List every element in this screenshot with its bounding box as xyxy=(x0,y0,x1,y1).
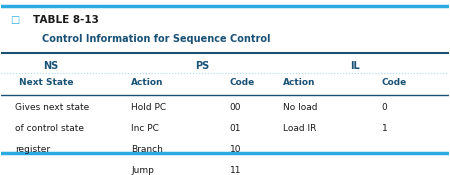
Text: Action: Action xyxy=(131,78,164,87)
Text: Hold PC: Hold PC xyxy=(131,103,166,112)
Text: 0: 0 xyxy=(382,103,387,112)
Text: Code: Code xyxy=(382,78,407,87)
Text: NS: NS xyxy=(43,61,58,71)
Text: 10: 10 xyxy=(230,145,241,154)
Text: Code: Code xyxy=(230,78,255,87)
Text: Load IR: Load IR xyxy=(283,124,316,133)
Text: 1: 1 xyxy=(382,124,387,133)
Text: Branch: Branch xyxy=(131,145,163,154)
Text: register: register xyxy=(15,145,50,154)
Text: Next State: Next State xyxy=(19,78,74,87)
Text: Action: Action xyxy=(283,78,315,87)
Text: Inc PC: Inc PC xyxy=(131,124,159,133)
Text: 11: 11 xyxy=(230,166,241,175)
Text: PS: PS xyxy=(195,61,210,71)
Text: □: □ xyxy=(10,15,20,25)
Text: Control Information for Sequence Control: Control Information for Sequence Control xyxy=(42,34,270,44)
Text: Gives next state: Gives next state xyxy=(15,103,89,112)
Text: IL: IL xyxy=(350,61,360,71)
Text: No load: No load xyxy=(283,103,318,112)
Text: of control state: of control state xyxy=(15,124,84,133)
Text: TABLE 8-13: TABLE 8-13 xyxy=(33,15,99,25)
Text: 00: 00 xyxy=(230,103,241,112)
Text: 01: 01 xyxy=(230,124,241,133)
Text: Jump: Jump xyxy=(131,166,154,175)
